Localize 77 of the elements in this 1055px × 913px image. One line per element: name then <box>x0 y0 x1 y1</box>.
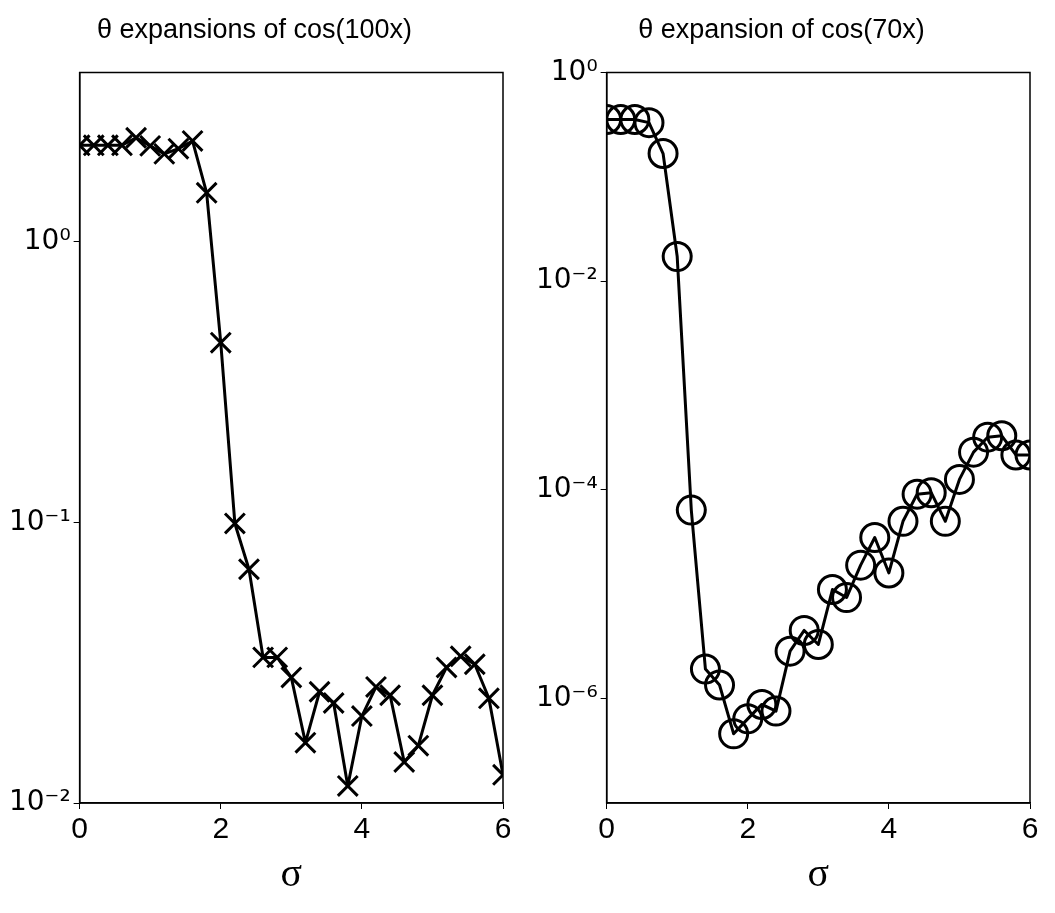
point <box>802 629 834 661</box>
x-tick-label: 0 <box>71 811 88 845</box>
point <box>294 731 317 755</box>
point <box>350 704 374 728</box>
point <box>647 138 679 170</box>
point <box>746 688 778 720</box>
point <box>265 646 289 669</box>
point <box>124 126 148 150</box>
point <box>237 557 261 581</box>
point <box>209 331 233 355</box>
point <box>406 734 430 758</box>
point <box>167 137 190 161</box>
x-axis-title: σ <box>807 849 830 895</box>
point <box>689 653 721 685</box>
point <box>887 505 919 537</box>
point <box>972 421 1004 453</box>
point <box>958 436 990 468</box>
point <box>152 142 176 166</box>
point <box>704 669 736 701</box>
y-tick-label: 10⁻⁶ <box>535 679 598 713</box>
point <box>986 420 1018 452</box>
point <box>1000 439 1030 471</box>
x-tick-label: 4 <box>353 811 371 845</box>
y-tick-label: 10⁰ <box>550 53 598 87</box>
point <box>463 652 487 676</box>
chart-title: θ expansions of cos(100x) <box>96 13 413 44</box>
x-tick-label: 0 <box>598 811 615 845</box>
x-tick-label: 2 <box>212 811 230 845</box>
point <box>110 133 134 157</box>
x-axis-title: σ <box>280 849 303 895</box>
point <box>619 103 651 135</box>
x-tick-label: 4 <box>880 811 898 845</box>
y-tick-label: 10⁻⁴ <box>535 471 598 505</box>
point <box>392 750 416 774</box>
point <box>732 703 764 735</box>
y-tick-label: 10⁻² <box>535 262 598 296</box>
y-tick-label: 10⁻¹ <box>8 503 71 537</box>
point <box>774 635 806 667</box>
point <box>435 656 458 679</box>
point <box>831 582 863 614</box>
point <box>322 691 346 715</box>
point <box>251 646 275 669</box>
point <box>915 477 947 509</box>
point <box>336 774 360 798</box>
point <box>816 574 848 606</box>
point <box>308 680 331 704</box>
point <box>633 107 665 139</box>
point <box>421 683 444 707</box>
point <box>929 505 961 537</box>
x-tick-label: 6 <box>494 811 512 845</box>
point <box>138 134 162 158</box>
chart-title: θ expansion of cos(70x) <box>638 13 925 44</box>
y-tick-label: 10⁻² <box>8 784 71 818</box>
point <box>901 478 933 510</box>
point <box>96 133 120 157</box>
point <box>760 695 792 727</box>
point <box>279 666 303 689</box>
point <box>364 675 388 699</box>
point <box>859 521 891 553</box>
point <box>449 644 473 668</box>
x-tick-label: 2 <box>739 811 757 845</box>
point <box>718 718 750 750</box>
point <box>223 512 247 535</box>
point <box>477 686 501 710</box>
point <box>82 133 106 157</box>
point <box>195 181 219 205</box>
point <box>845 549 877 581</box>
point <box>788 614 820 646</box>
point <box>606 103 637 135</box>
point <box>675 494 707 526</box>
point <box>181 129 204 153</box>
point <box>378 683 402 707</box>
y-tick-label: 10⁰ <box>23 222 71 256</box>
x-tick-label: 6 <box>1021 811 1039 845</box>
point <box>943 463 975 495</box>
point <box>873 557 905 589</box>
point <box>661 241 693 273</box>
